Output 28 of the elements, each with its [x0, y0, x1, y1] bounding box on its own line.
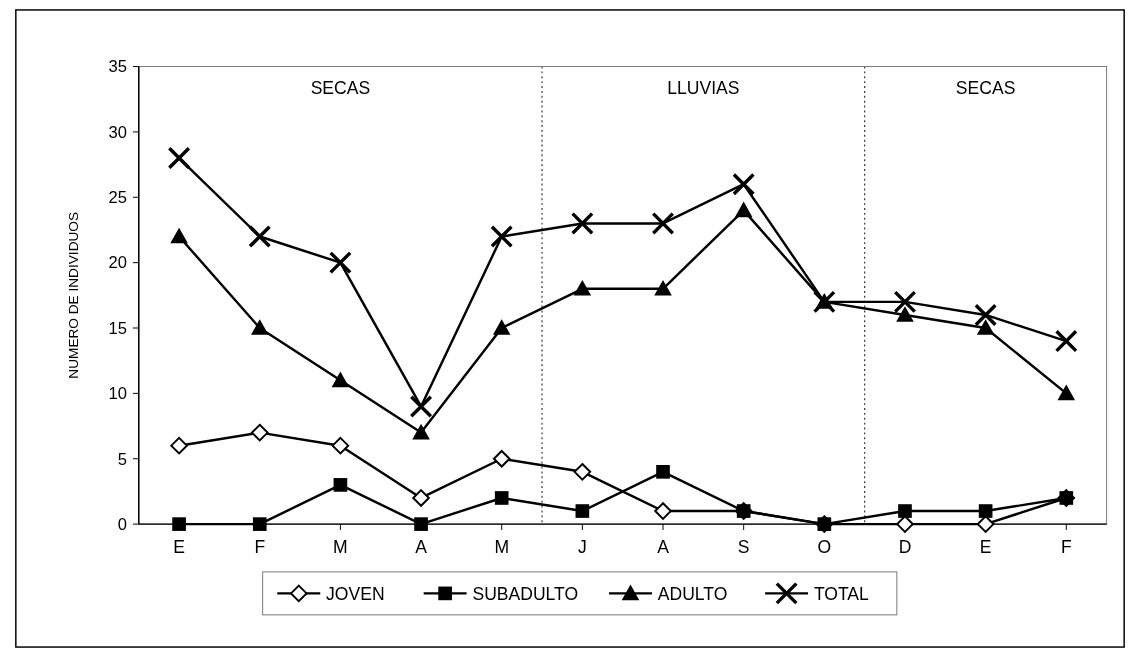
y-tick-label: 30	[108, 122, 128, 142]
x-tick-label: J	[577, 537, 587, 558]
y-tick-label: 0	[117, 514, 128, 534]
x-tick-label: M	[494, 537, 510, 558]
y-tick-label: 15	[108, 318, 128, 338]
x-tick-label: E	[979, 537, 992, 558]
legend-label: SUBADULTO	[472, 583, 579, 604]
y-axis-title: NUMERO DE INDIVIDUOS	[66, 211, 82, 379]
annotation: SECAS	[310, 78, 371, 99]
legend-label: TOTAL	[813, 583, 870, 604]
y-tick-label: 25	[108, 188, 128, 208]
x-tick-label: O	[817, 537, 832, 558]
annotation: LLUVIAS	[667, 78, 740, 99]
x-tick-label: A	[415, 537, 428, 558]
y-tick-label: 10	[108, 384, 128, 404]
legend-label: ADULTO	[657, 583, 728, 604]
y-tick-label: 20	[108, 253, 128, 273]
y-tick-label: 5	[117, 449, 128, 469]
x-tick-label: F	[1060, 537, 1072, 558]
x-tick-label: D	[898, 537, 912, 558]
y-tick-label: 35	[108, 57, 128, 77]
x-tick-label: F	[254, 537, 266, 558]
x-tick-label: S	[737, 537, 750, 558]
x-tick-label: E	[173, 537, 185, 558]
annotation: SECAS	[955, 78, 1016, 99]
x-tick-label: M	[333, 537, 348, 558]
x-tick-label: A	[657, 537, 670, 558]
legend-label: JOVEN	[326, 583, 385, 604]
